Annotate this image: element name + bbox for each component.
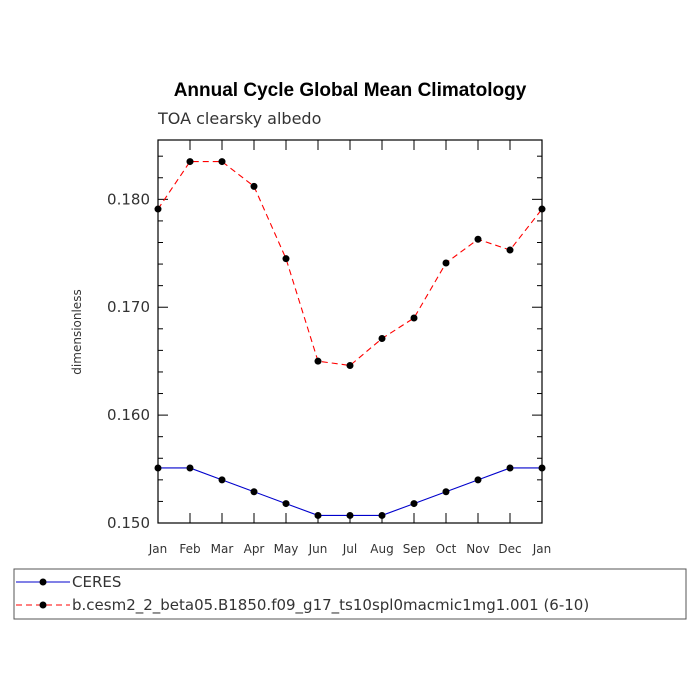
x-tick-label: Jan [532, 542, 552, 556]
legend: CERES b.cesm2_2_beta05.B1850.f09_g17_ts10… [13, 568, 687, 620]
data-point [442, 259, 450, 267]
legend-item: CERES [16, 573, 121, 591]
series-lines [154, 158, 546, 519]
data-point [282, 500, 290, 508]
x-tick-label: May [274, 542, 299, 556]
x-tick-label: Apr [244, 542, 265, 556]
data-point [442, 488, 450, 496]
y-tick-label: 0.150 [107, 514, 150, 532]
x-tick-label: Mar [211, 542, 234, 556]
data-point [538, 205, 546, 213]
data-point [314, 357, 322, 365]
series-model [154, 158, 546, 369]
data-point [218, 158, 226, 166]
x-tick-label: Nov [466, 542, 489, 556]
data-point [474, 235, 482, 243]
data-point [410, 314, 418, 322]
series-line [158, 467, 542, 517]
legend-item: b.cesm2_2_beta05.B1850.f09_g17_ts10spl0m… [16, 596, 589, 615]
data-point [378, 511, 386, 519]
x-tick-label: Feb [179, 542, 200, 556]
data-point [282, 255, 290, 263]
data-point [474, 476, 482, 484]
data-point [154, 205, 162, 213]
data-point [250, 488, 258, 496]
chart-subtitle: TOA clearsky albedo [157, 109, 321, 128]
plot-frame [157, 139, 543, 524]
data-point [218, 476, 226, 484]
data-point [186, 464, 194, 472]
x-tick-labels: Jan Feb Mar Apr May Jun Jul Aug Sep Oct Nov Dec Jan [148, 542, 552, 556]
data-point [378, 335, 386, 343]
x-tick-label: Sep [403, 542, 426, 556]
plot-border [157, 139, 543, 524]
y-tick-label: 0.170 [107, 298, 150, 316]
data-point [410, 500, 418, 508]
x-tick-label: Jun [308, 542, 328, 556]
data-point [314, 511, 322, 519]
data-point [186, 158, 194, 166]
x-tick-label: Jul [342, 542, 357, 556]
data-point [154, 464, 162, 472]
y-tick-labels: 0.150 0.160 0.170 0.180 [107, 190, 150, 532]
series-line [157, 161, 543, 367]
y-tick-label: 0.180 [107, 190, 150, 208]
chart-title: Annual Cycle Global Mean Climatology [174, 80, 527, 101]
series-ceres [154, 464, 546, 519]
y-axis-label: dimensionless [70, 289, 84, 374]
data-point [506, 464, 514, 472]
x-tick-label: Aug [370, 542, 393, 556]
legend-box [13, 568, 687, 620]
data-point [538, 464, 546, 472]
axis-ticks [157, 140, 543, 524]
legend-marker [39, 578, 47, 586]
data-point [346, 511, 354, 519]
x-tick-label: Dec [498, 542, 521, 556]
data-point [506, 246, 514, 254]
x-tick-label: Oct [436, 542, 457, 556]
x-tick-label: Jan [148, 542, 168, 556]
legend-marker [39, 601, 47, 609]
legend-label: CERES [72, 573, 121, 591]
legend-label: b.cesm2_2_beta05.B1850.f09_g17_ts10spl0m… [72, 596, 589, 615]
data-point [250, 182, 258, 190]
data-point [346, 361, 354, 369]
y-tick-label: 0.160 [107, 406, 150, 424]
